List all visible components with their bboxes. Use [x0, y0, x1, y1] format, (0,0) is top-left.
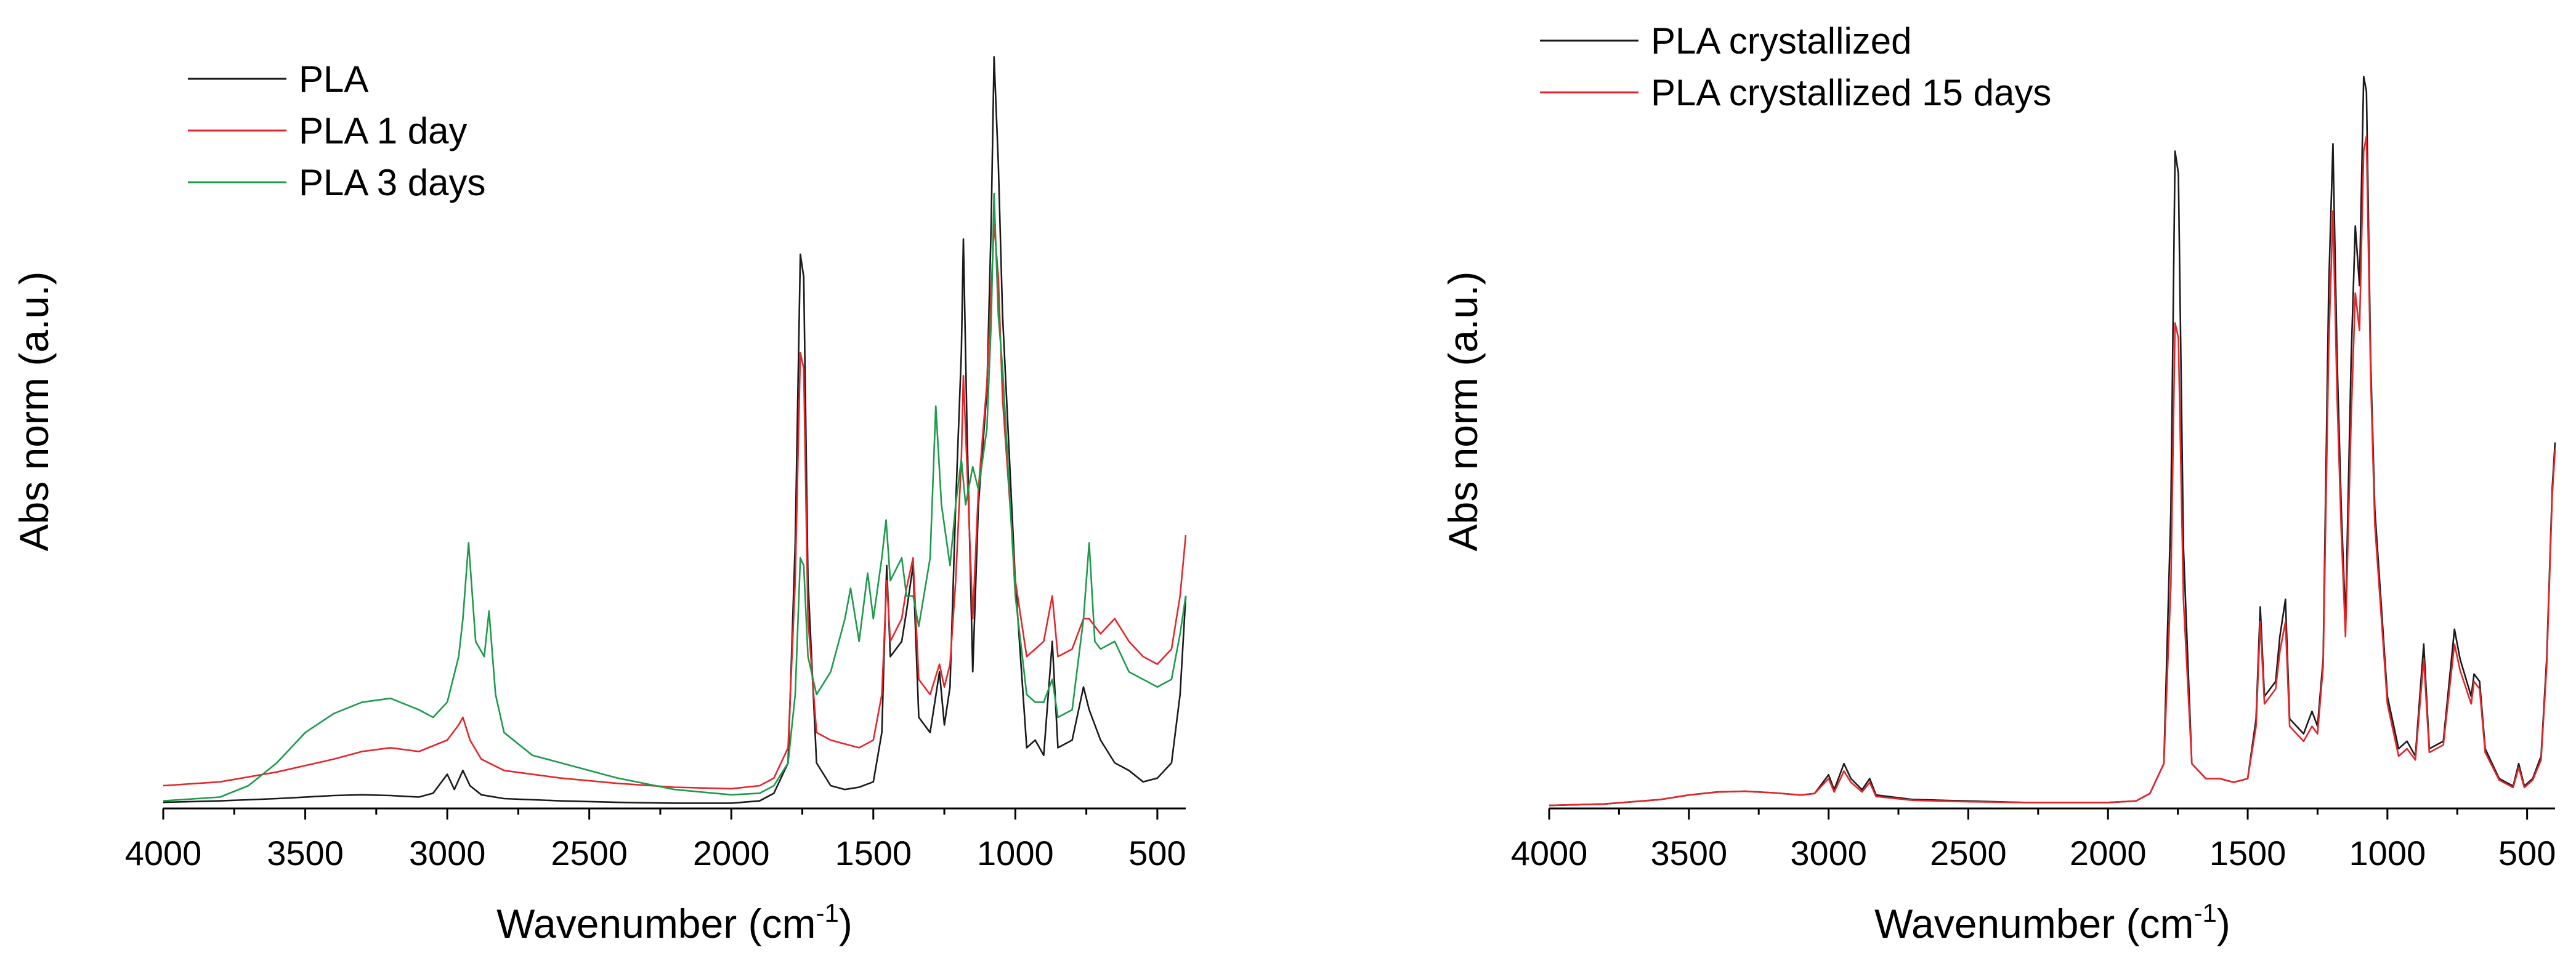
x-tick-label-right-2000: 2000	[2070, 834, 2147, 872]
x-axis-label-end-left: )	[839, 901, 853, 946]
x-tick-label-left-4000: 4000	[125, 834, 202, 872]
x-tick-label-right-2500: 2500	[1930, 834, 2007, 872]
legend-right: PLA crystallized PLA crystallized 15 days	[1540, 20, 2051, 113]
series-line-left-2	[163, 193, 1187, 802]
x-axis-label-sup-left: -1	[816, 898, 839, 927]
x-axis-label-end-right: )	[2217, 901, 2230, 946]
y-axis-label-left: Abs norm (a.u.)	[11, 272, 57, 552]
chart-panel-left: 4000 3500 3000 2500 2000 1500 1000 500 Wavenumb…	[11, 56, 1187, 946]
x-tick-label-left-3500: 3500	[267, 834, 344, 872]
legend-label-left-0: PLA	[299, 58, 368, 100]
x-tick-label-left-3000: 3000	[409, 834, 486, 872]
x-tick-label-left-1500: 1500	[835, 834, 912, 872]
x-tick-label-left-2000: 2000	[693, 834, 770, 872]
series-line-right-1	[1549, 135, 2556, 807]
x-tick-label-right-3500: 3500	[1651, 834, 1728, 872]
x-tick-label-right-1000: 1000	[2349, 834, 2426, 872]
series-line-left-1	[163, 223, 1187, 790]
legend-label-right-1: PLA crystallized 15 days	[1651, 72, 2051, 113]
series-line-right-0	[1549, 76, 2556, 807]
x-ticks-right: 4000 3500 3000 2500 2000 1500 1000 500	[1511, 808, 2556, 872]
x-axis-label-text-left: Wavenumber (cm	[496, 901, 816, 946]
x-tick-label-left-1000: 1000	[977, 834, 1054, 872]
x-tick-label-right-3000: 3000	[1790, 834, 1867, 872]
legend-label-left-2: PLA 3 days	[299, 162, 486, 203]
x-tick-label-right-1500: 1500	[2209, 834, 2286, 872]
x-tick-label-right-4000: 4000	[1511, 834, 1588, 872]
legend-label-left-1: PLA 1 day	[299, 110, 468, 151]
x-tick-label-left-2500: 2500	[551, 834, 628, 872]
series-group-left	[163, 56, 1187, 804]
series-line-left-0	[163, 56, 1187, 804]
x-axis-label-right: Wavenumber (cm-1)	[1874, 898, 2230, 946]
legend-label-right-0: PLA crystallized	[1651, 20, 1912, 62]
series-group-right	[1549, 76, 2556, 807]
x-ticks-left: 4000 3500 3000 2500 2000 1500 1000 500	[125, 808, 1186, 872]
legend-left: PLA PLA 1 day PLA 3 days	[188, 58, 486, 203]
x-axis-label-sup-right: -1	[2194, 898, 2217, 927]
x-axis-label-text-right: Wavenumber (cm	[1874, 901, 2193, 946]
chart-panel-right: 4000 3500 3000 2500 2000 1500 1000 500 Wavenumb…	[1440, 20, 2556, 946]
x-tick-label-left-500: 500	[1128, 834, 1186, 872]
x-axis-label-left: Wavenumber (cm-1)	[496, 898, 853, 946]
x-tick-label-right-500: 500	[2498, 834, 2556, 872]
y-axis-label-right: Abs norm (a.u.)	[1440, 272, 1486, 552]
